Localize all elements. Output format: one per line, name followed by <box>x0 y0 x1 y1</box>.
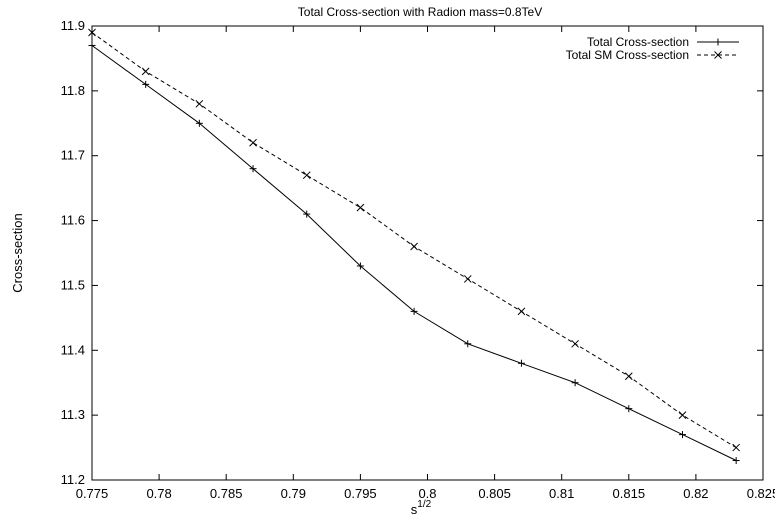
x-tick-label: 0.795 <box>344 486 377 501</box>
data-point <box>571 339 579 348</box>
data-point <box>517 359 525 367</box>
data-point <box>302 171 311 180</box>
legend-label: Total Cross-section <box>587 35 689 49</box>
data-point <box>410 307 418 315</box>
data-point <box>625 405 633 413</box>
data-point <box>624 372 633 381</box>
x-axis-label: s1/2 <box>411 499 432 517</box>
y-tick-label: 11.8 <box>61 83 85 98</box>
data-point <box>732 457 740 465</box>
series-total-sm-cross-section <box>88 28 741 452</box>
x-tick-label: 0.8 <box>418 486 436 501</box>
plot-frame <box>91 25 764 481</box>
series-layer <box>88 28 741 465</box>
x-tick-label: 0.81 <box>549 486 574 501</box>
data-point <box>678 431 686 439</box>
x-tick-label: 0.815 <box>613 486 646 501</box>
legend-label: Total SM Cross-section <box>566 48 689 62</box>
x-tick-label: 0.82 <box>683 486 708 501</box>
y-tick-label: 11.6 <box>61 213 85 228</box>
data-point <box>410 242 418 251</box>
data-point <box>195 119 203 127</box>
y-tick-label: 11.4 <box>61 342 85 357</box>
y-tick-label: 11.2 <box>61 472 85 487</box>
data-point <box>732 443 741 452</box>
data-point <box>571 379 579 387</box>
x-axis-label-superscript: 1/2 <box>417 499 431 510</box>
x-tick-label: 0.79 <box>281 486 306 501</box>
data-point <box>249 138 257 147</box>
data-point <box>141 67 150 76</box>
data-point <box>249 165 257 173</box>
data-point <box>356 203 365 212</box>
series-line <box>91 45 737 461</box>
data-point <box>463 275 472 283</box>
x-tick-label: 0.825 <box>747 486 775 501</box>
data-point <box>517 307 526 316</box>
data-point <box>142 80 150 88</box>
y-tick-label: 11.5 <box>61 277 85 292</box>
y-tick-label: 11.7 <box>61 148 85 163</box>
y-tick-label: 11.9 <box>61 18 85 33</box>
y-axis-label: Cross-section <box>10 213 25 292</box>
data-point <box>303 210 311 218</box>
data-point <box>464 340 472 348</box>
x-axis: 0.775 0.78 0.785 0.79 0.795 0.8 0.805 0.81 0.815… <box>76 26 775 501</box>
data-point <box>195 99 204 108</box>
series-line <box>91 32 737 449</box>
data-point <box>356 262 364 270</box>
data-point <box>88 28 96 37</box>
legend-item: Total Cross-section <box>587 35 739 49</box>
legend-marker <box>714 51 722 59</box>
legend-item: Total SM Cross-section <box>566 48 739 62</box>
y-tick-label: 11.3 <box>61 407 85 422</box>
data-point <box>88 41 96 49</box>
x-tick-label: 0.775 <box>76 486 109 501</box>
legend-marker <box>714 38 722 46</box>
series-total-cross-section <box>88 41 740 465</box>
x-tick-label: 0.785 <box>210 486 243 501</box>
x-tick-label: 0.78 <box>146 486 171 501</box>
chart-title: Total Cross-section with Radion mass=0.8… <box>298 5 542 19</box>
x-tick-label: 0.805 <box>478 486 511 501</box>
y-axis: 11.2 11.3 11.4 11.5 11.6 11.7 11.8 11.9 <box>61 18 763 487</box>
data-point <box>678 411 687 419</box>
